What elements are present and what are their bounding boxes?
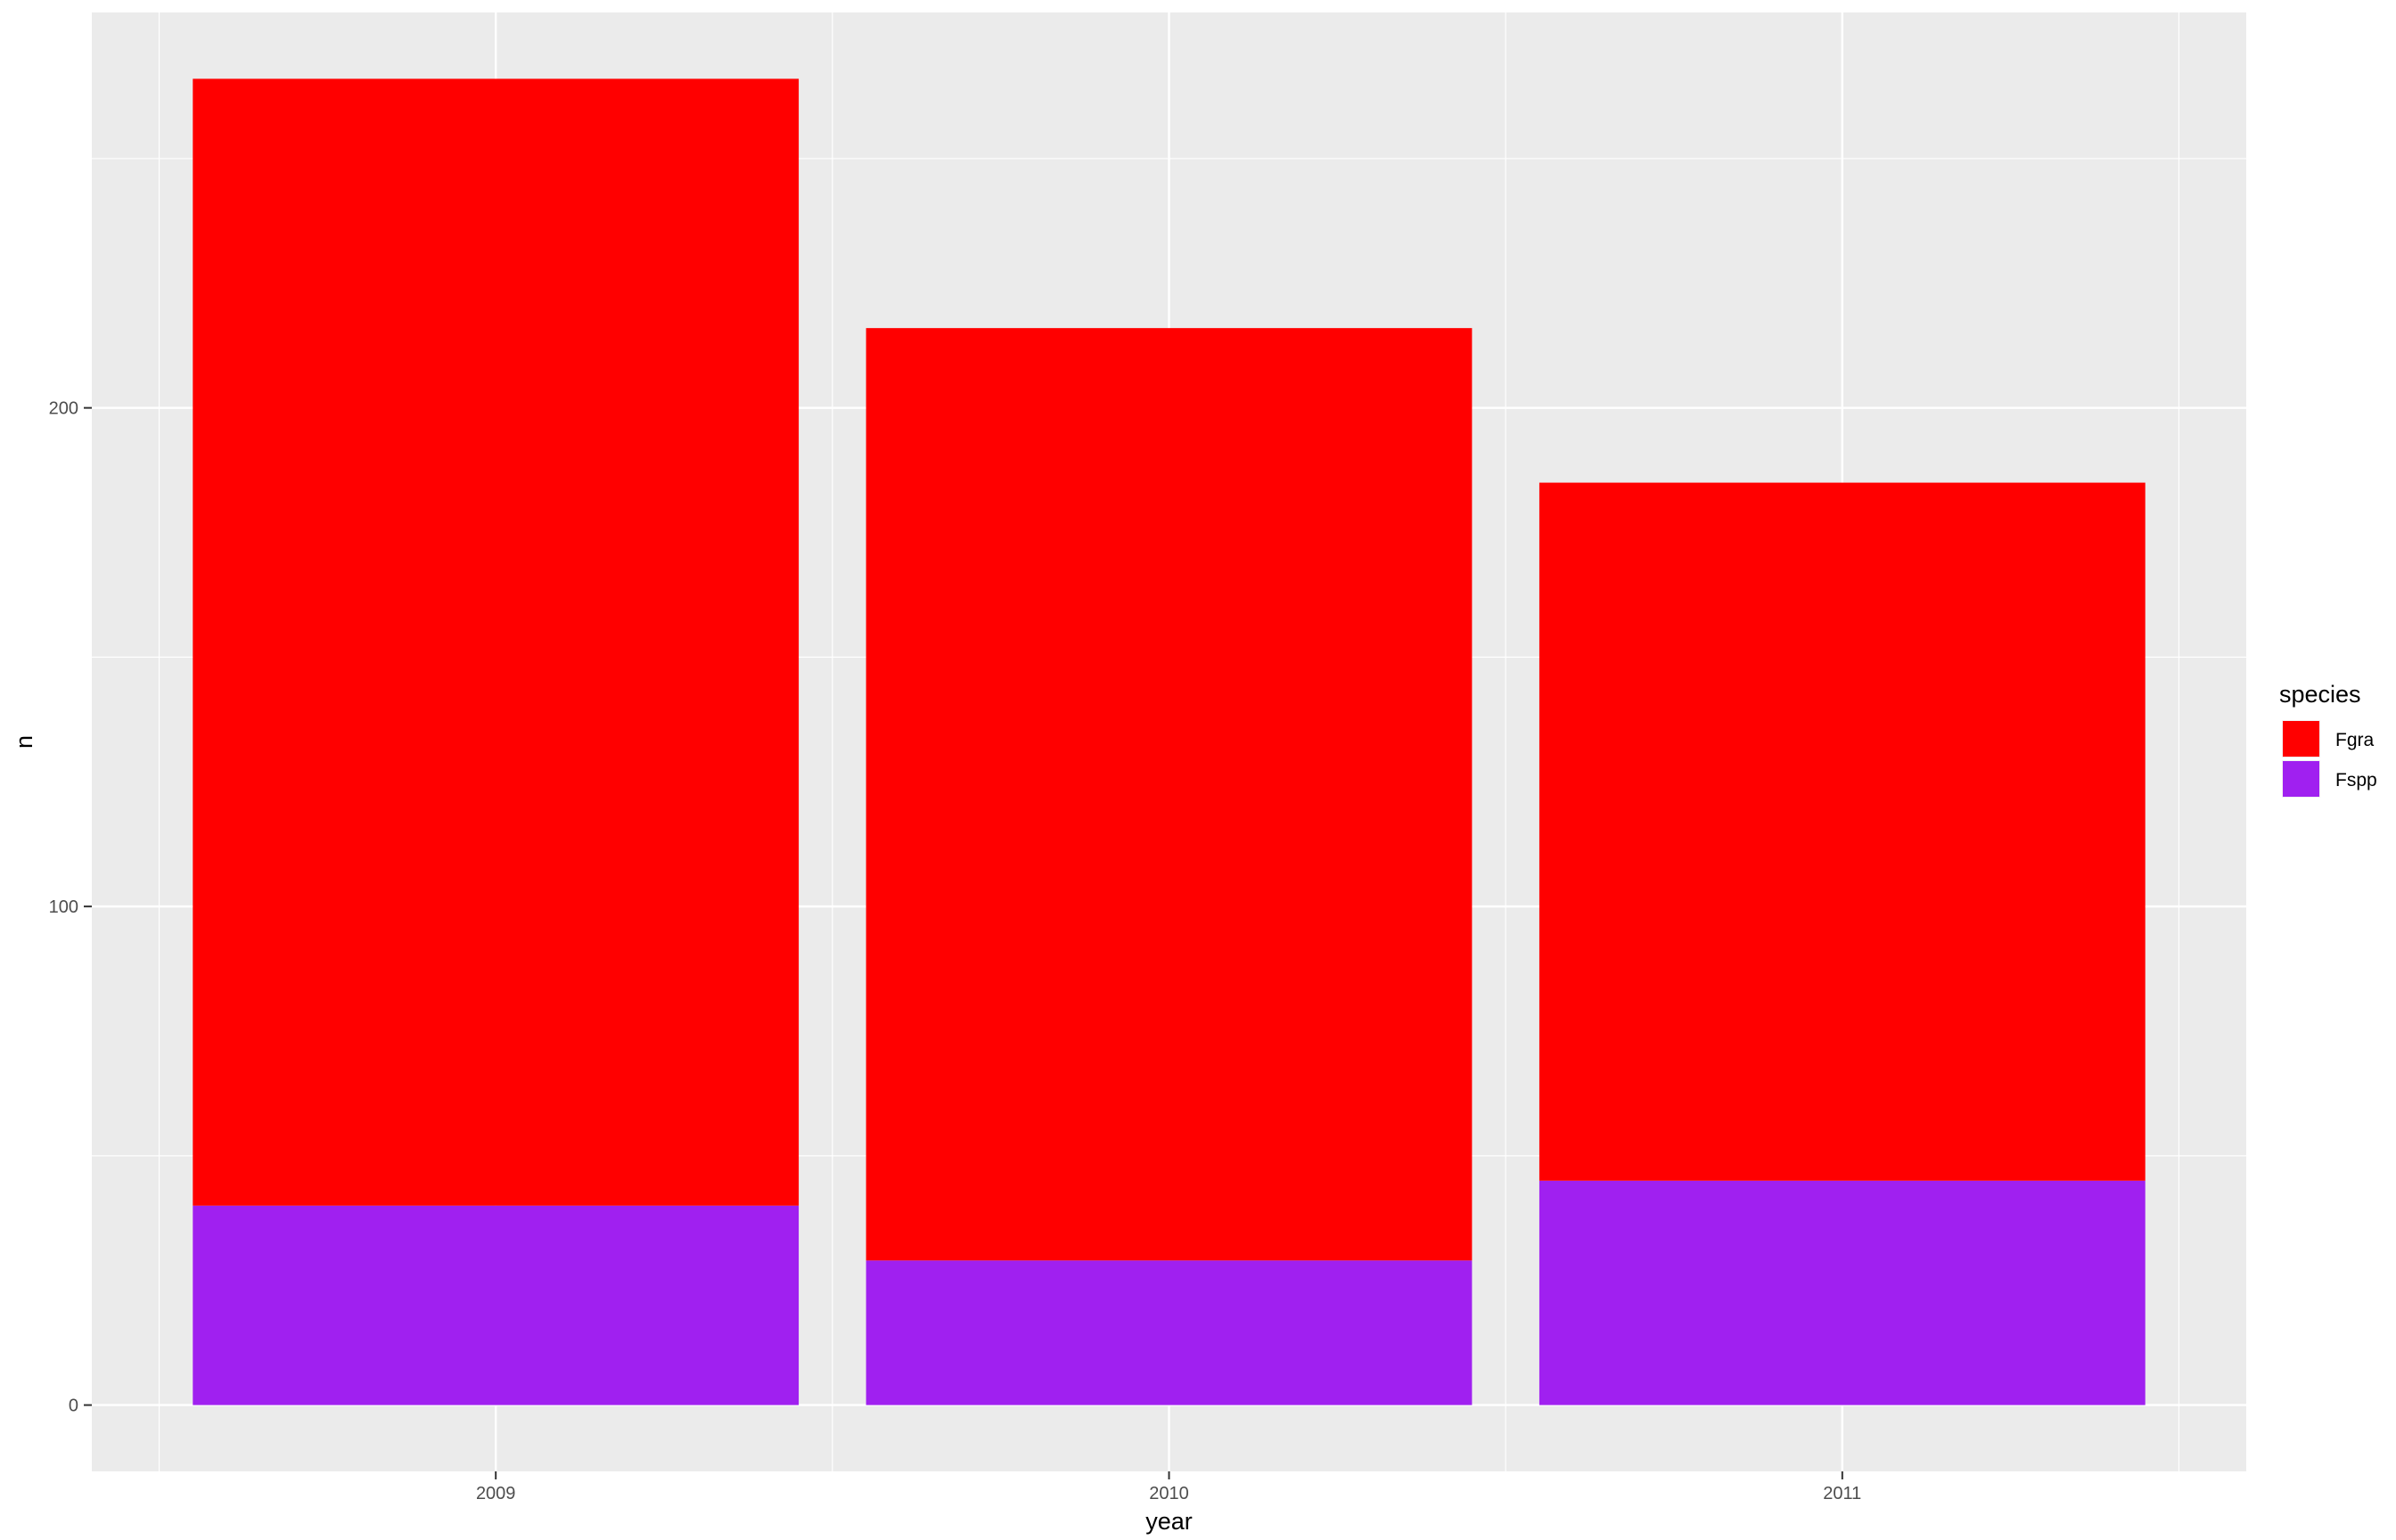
- x-tick-label-2: 2011: [1823, 1484, 1861, 1503]
- bar-fspp-2011: [1539, 1181, 2146, 1405]
- y-tick-label-1: 100: [49, 897, 78, 917]
- legend-title: species: [2279, 681, 2361, 708]
- legend-swatch-fgra: [2283, 721, 2319, 757]
- y-axis-title: n: [11, 735, 37, 749]
- bar-fgra-2010: [866, 328, 1473, 1260]
- x-axis: 2009 2010 2011: [476, 1471, 1861, 1503]
- legend-swatch-fspp: [2283, 761, 2319, 797]
- y-axis: 0 100 200: [49, 399, 92, 1416]
- legend-label-fgra: Fgra: [2335, 730, 2375, 750]
- bar-fspp-2009: [193, 1206, 799, 1405]
- x-tick-label-1: 2010: [1149, 1484, 1189, 1503]
- x-tick-label-0: 2009: [476, 1484, 516, 1503]
- x-axis-title: year: [1145, 1508, 1193, 1535]
- legend: species Fgra Fspp: [2279, 681, 2377, 798]
- legend-label-fspp: Fspp: [2335, 770, 2377, 790]
- y-tick-label-0: 0: [69, 1397, 78, 1416]
- bar-fgra-2009: [193, 78, 799, 1205]
- y-tick-label-2: 200: [49, 399, 78, 419]
- bar-fgra-2011: [1539, 483, 2146, 1181]
- bar-fspp-2010: [866, 1260, 1473, 1405]
